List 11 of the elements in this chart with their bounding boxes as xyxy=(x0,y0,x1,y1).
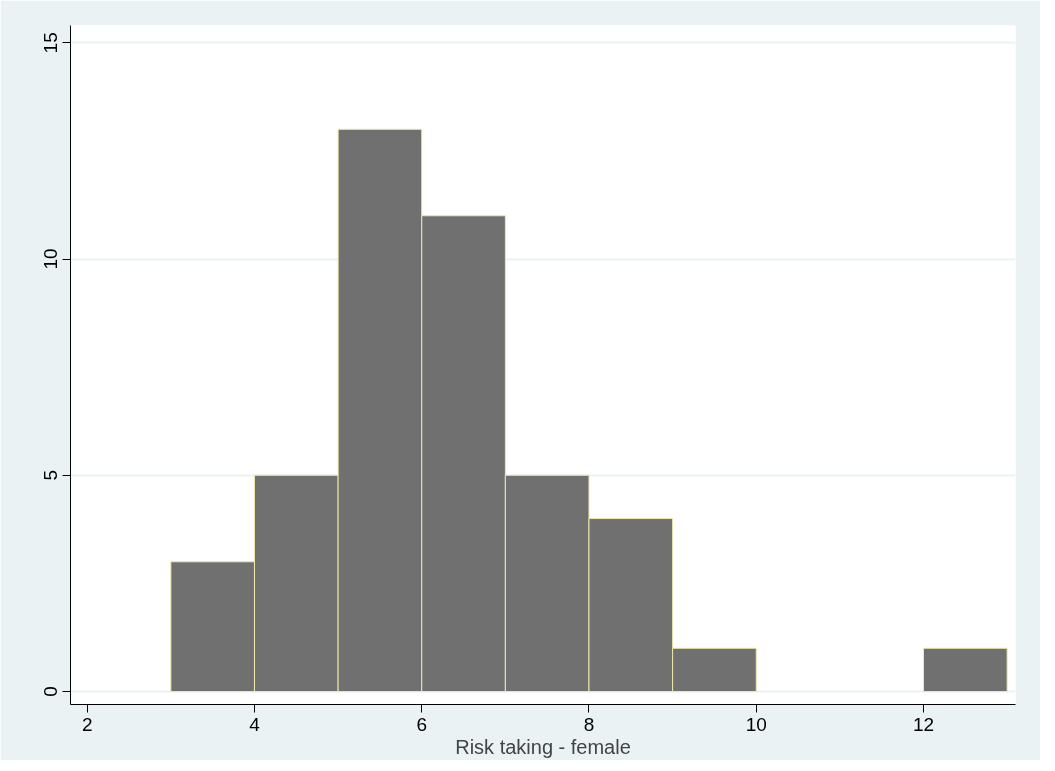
x-tick-label: 8 xyxy=(583,713,595,735)
y-tick-label: 10 xyxy=(40,248,62,270)
x-tick-label: 2 xyxy=(81,713,93,735)
x-tick-label: 10 xyxy=(745,713,767,735)
y-tick-label: 0 xyxy=(40,686,62,697)
y-tick-label: 5 xyxy=(40,469,62,481)
x-tick-label: 4 xyxy=(249,713,261,735)
x-tick-label: 6 xyxy=(416,713,428,735)
y-tick-label: 15 xyxy=(40,32,62,54)
x-axis-title: Risk taking - female xyxy=(455,735,631,758)
x-tick-label: 12 xyxy=(912,713,935,735)
